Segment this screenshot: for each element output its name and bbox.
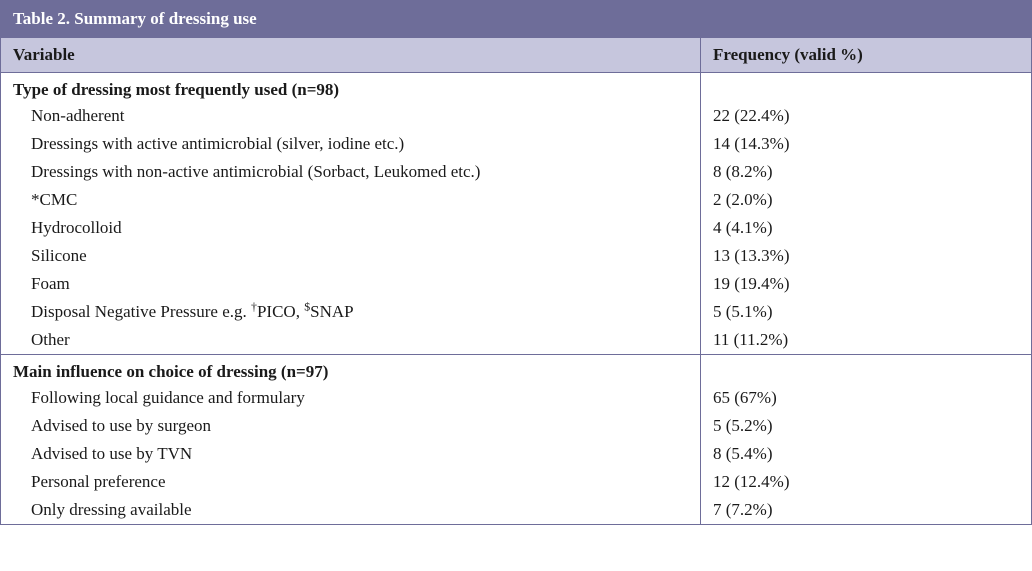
frequency-cell: 13 (13.3%)	[701, 242, 1031, 270]
variable-cell: Dressings with active antimicrobial (sil…	[1, 130, 701, 158]
variable-cell: Advised to use by surgeon	[1, 412, 701, 440]
section-heading: Main influence on choice of dressing (n=…	[1, 354, 1031, 384]
table-row: Silicone13 (13.3%)	[1, 242, 1031, 270]
table-row: Hydrocolloid4 (4.1%)	[1, 214, 1031, 242]
variable-cell: Disposal Negative Pressure e.g. †PICO, $…	[1, 298, 701, 326]
variable-cell: Personal preference	[1, 468, 701, 496]
table-row: Following local guidance and formulary65…	[1, 384, 1031, 412]
table-row: Personal preference12 (12.4%)	[1, 468, 1031, 496]
frequency-cell: 65 (67%)	[701, 384, 1031, 412]
frequency-cell: 4 (4.1%)	[701, 214, 1031, 242]
table-row: Non-adherent22 (22.4%)	[1, 102, 1031, 130]
table-row: Dressings with non-active antimicrobial …	[1, 158, 1031, 186]
table-header-row: Variable Frequency (valid %)	[1, 37, 1031, 73]
frequency-cell: 2 (2.0%)	[701, 186, 1031, 214]
table-row: Advised to use by TVN8 (5.4%)	[1, 440, 1031, 468]
table-title: Table 2. Summary of dressing use	[1, 1, 1031, 37]
variable-cell: Non-adherent	[1, 102, 701, 130]
frequency-cell: 8 (8.2%)	[701, 158, 1031, 186]
frequency-cell: 14 (14.3%)	[701, 130, 1031, 158]
variable-cell: Dressings with non-active antimicrobial …	[1, 158, 701, 186]
section-heading: Type of dressing most frequently used (n…	[1, 73, 1031, 102]
section-heading-freq-empty	[701, 355, 1031, 384]
section-heading-freq-empty	[701, 73, 1031, 102]
section-heading-label: Main influence on choice of dressing (n=…	[1, 355, 701, 384]
table-row: Advised to use by surgeon5 (5.2%)	[1, 412, 1031, 440]
frequency-cell: 5 (5.1%)	[701, 298, 1031, 326]
frequency-cell: 11 (11.2%)	[701, 326, 1031, 354]
variable-cell: Foam	[1, 270, 701, 298]
table-row: Dressings with active antimicrobial (sil…	[1, 130, 1031, 158]
column-header-variable: Variable	[1, 38, 701, 72]
variable-cell: Silicone	[1, 242, 701, 270]
table-body: Type of dressing most frequently used (n…	[1, 73, 1031, 524]
variable-cell: Hydrocolloid	[1, 214, 701, 242]
frequency-cell: 8 (5.4%)	[701, 440, 1031, 468]
dressing-use-table: Table 2. Summary of dressing use Variabl…	[0, 0, 1032, 525]
frequency-cell: 12 (12.4%)	[701, 468, 1031, 496]
frequency-cell: 5 (5.2%)	[701, 412, 1031, 440]
frequency-cell: 19 (19.4%)	[701, 270, 1031, 298]
variable-cell: Other	[1, 326, 701, 354]
variable-cell: *CMC	[1, 186, 701, 214]
table-row: Foam19 (19.4%)	[1, 270, 1031, 298]
variable-cell: Only dressing available	[1, 496, 701, 524]
column-header-frequency: Frequency (valid %)	[701, 38, 1031, 72]
table-row: Disposal Negative Pressure e.g. †PICO, $…	[1, 298, 1031, 326]
table-row: Other11 (11.2%)	[1, 326, 1031, 354]
table-row: Only dressing available7 (7.2%)	[1, 496, 1031, 524]
section-heading-label: Type of dressing most frequently used (n…	[1, 73, 701, 102]
variable-cell: Following local guidance and formulary	[1, 384, 701, 412]
variable-cell: Advised to use by TVN	[1, 440, 701, 468]
frequency-cell: 7 (7.2%)	[701, 496, 1031, 524]
frequency-cell: 22 (22.4%)	[701, 102, 1031, 130]
table-row: *CMC2 (2.0%)	[1, 186, 1031, 214]
